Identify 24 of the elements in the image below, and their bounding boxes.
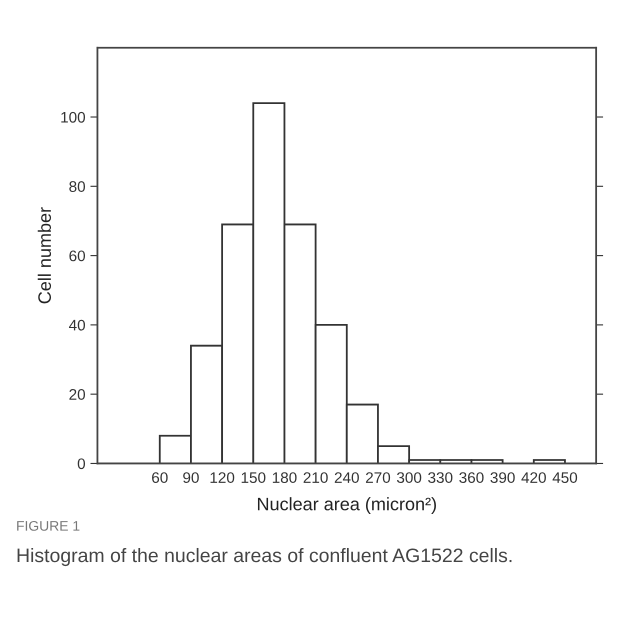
text: Histogram of the nuclear areas of confluent AG1522 cells. xyxy=(18,548,512,566)
x-tick-label: 120 xyxy=(210,472,234,484)
x-tick-label: 330 xyxy=(428,472,452,484)
y-tick-label: 60 xyxy=(69,250,86,262)
y-axis-title: Cell number xyxy=(38,207,52,304)
y-tick-label: 40 xyxy=(68,320,86,331)
x-tick-label: 60 xyxy=(152,472,168,484)
x-tick-label: 360 xyxy=(459,472,484,484)
x-tick-label: 210 xyxy=(304,472,328,484)
y-tick-label: 0 xyxy=(78,458,86,470)
x-tick-label: 90 xyxy=(183,472,199,484)
x-tick-label: 390 xyxy=(490,472,515,484)
x-tick-label: 420 xyxy=(521,472,546,484)
x-tick-label: 270 xyxy=(366,472,390,484)
y-tick-label: 20 xyxy=(69,389,86,400)
y-tick-label: 100 xyxy=(61,112,86,123)
y-tick-label: 80 xyxy=(69,181,86,192)
x-tick-label: 240 xyxy=(334,472,359,484)
caption: FIGURE 1 xyxy=(17,520,80,531)
x-tick-label: 150 xyxy=(242,472,266,484)
x-axis-title: Nuclear area (micron²) xyxy=(258,497,436,514)
x-tick-label: 180 xyxy=(272,472,297,484)
x-tick-label: 450 xyxy=(552,472,578,484)
x-tick-label: 300 xyxy=(396,472,422,484)
